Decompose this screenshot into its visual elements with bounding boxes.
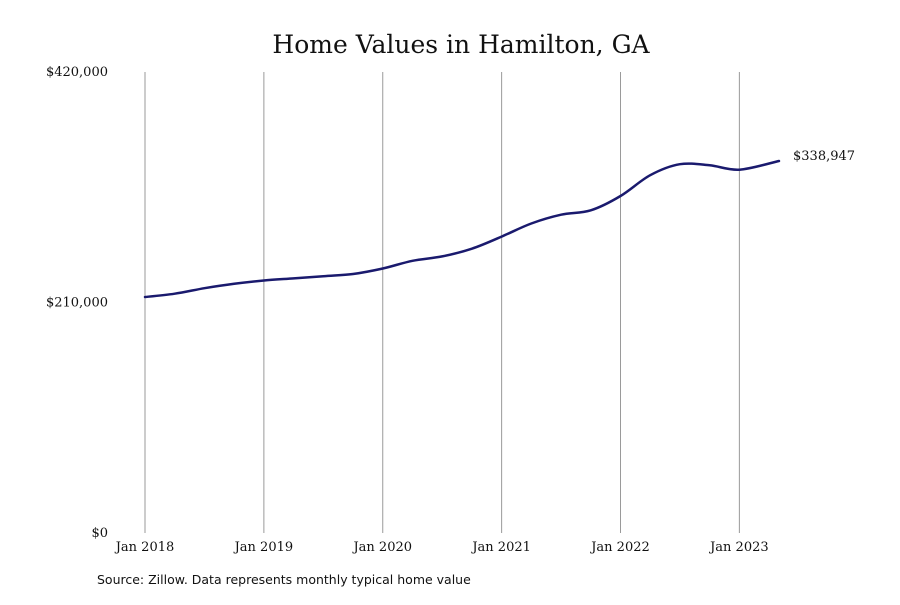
y-tick-label: $0 [91,526,108,541]
y-axis-ticks: $0 $210,000 $420,000 [46,65,108,541]
end-value-label: $338,947 [793,149,855,164]
source-note: Source: Zillow. Data represents monthly … [97,572,471,587]
chart-title: Home Values in Hamilton, GA [272,30,650,59]
x-tick-label: Jan 2023 [708,540,769,555]
y-tick-label: $420,000 [46,65,108,80]
x-tick-label: Jan 2020 [351,540,412,555]
x-tick-label: Jan 2018 [114,540,175,555]
x-tick-label: Jan 2019 [233,540,294,555]
x-axis-ticks: Jan 2018 Jan 2019 Jan 2020 Jan 2021 Jan 2022… [114,540,769,555]
y-tick-label: $210,000 [46,296,108,311]
x-tick-label: Jan 2021 [470,540,531,555]
gridlines [144,72,740,533]
home-value-line [143,159,781,299]
x-tick-label: Jan 2022 [589,540,650,555]
